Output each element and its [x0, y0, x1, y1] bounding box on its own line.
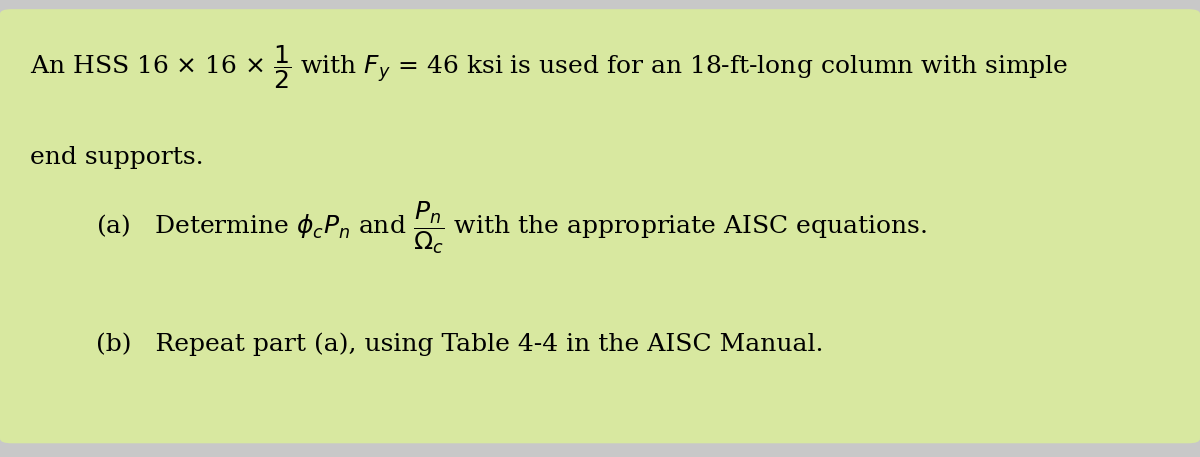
Text: (b)   Repeat part (a), using Table 4-4 in the AISC Manual.: (b) Repeat part (a), using Table 4-4 in … — [96, 333, 823, 356]
Text: (a)   Determine $\phi_{c}P_{n}$ and $\dfrac{P_{n}}{\Omega_{c}}$ with the appropr: (a) Determine $\phi_{c}P_{n}$ and $\dfra… — [96, 200, 928, 256]
Text: end supports.: end supports. — [30, 146, 204, 169]
Text: An HSS 16 $\times$ 16 $\times$ $\dfrac{1}{2}$ with $F_{y}$ = 46 ksi is used for : An HSS 16 $\times$ 16 $\times$ $\dfrac{1… — [30, 43, 1068, 91]
